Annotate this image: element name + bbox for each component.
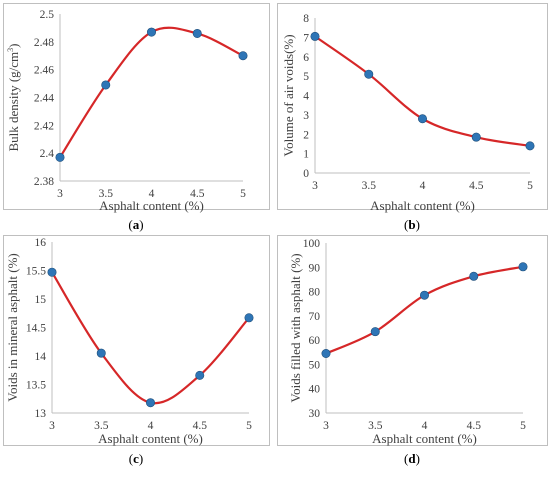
y-tick-label: 4 <box>303 91 309 103</box>
x-tick-label: 4 <box>420 180 426 192</box>
y-tick-label: 16 <box>35 237 47 249</box>
y-axis-title: Bulk density (g/cm3) <box>6 43 21 151</box>
data-point <box>310 31 320 41</box>
y-tick-label: 5 <box>303 71 309 83</box>
chart-panel-d: 30 40 50 60 70 80 90 100 3 3.5 4 4.5 5 Asphalt conten… <box>277 235 548 466</box>
y-axis-title: Voids in mineral asphalt (%) <box>5 253 20 402</box>
x-tick-label: 3 <box>49 420 55 432</box>
x-tick-label: 3.5 <box>99 188 114 200</box>
x-tick-label: 4.5 <box>193 420 208 432</box>
x-tick-label: 4.5 <box>469 180 484 192</box>
y-axis-title-end: ) <box>6 43 21 47</box>
x-tick-label: 5 <box>246 420 252 432</box>
data-point <box>419 290 429 300</box>
y-tick-label: 40 <box>309 384 321 396</box>
y-tick-label: 30 <box>309 408 321 420</box>
y-tick-label: 1 <box>303 149 309 161</box>
y-axis-title-main: Bulk density (g/cm <box>6 52 21 152</box>
chart-panel-b: 0 1 2 3 4 5 6 7 8 3 3.5 4 4.5 5 Asphalt content (%) Vol… <box>277 3 548 232</box>
data-point <box>96 348 106 358</box>
data-point <box>321 348 331 358</box>
data-point <box>192 28 202 38</box>
data-point <box>101 80 111 90</box>
data-point <box>238 51 248 61</box>
y-tick-label: 14 <box>35 351 47 363</box>
y-axis-title-sup: 3 <box>6 48 15 52</box>
x-tick-label: 3.5 <box>94 420 109 432</box>
x-axis-title: Asphalt content (%) <box>372 431 477 446</box>
y-tick-label: 70 <box>309 311 321 323</box>
y-tick-label: 2.4 <box>40 148 55 160</box>
y-tick-label: 50 <box>309 359 321 371</box>
y-tick-label: 2.46 <box>34 65 54 77</box>
y-axis-title: Voids filled with asphalt (%) <box>288 253 303 402</box>
x-tick-label: 5 <box>527 180 533 192</box>
data-point <box>364 69 374 79</box>
panel-frame <box>277 3 548 210</box>
data-point <box>244 313 254 323</box>
data-point <box>195 370 205 380</box>
y-tick-label: 90 <box>309 262 321 274</box>
y-tick-label: 13.5 <box>26 380 46 392</box>
x-axis-title: Asphalt content (%) <box>98 431 203 446</box>
chart-panel-c: 13 13.5 14 14.5 15 15.5 16 3 3.5 4 4.5 5 Asphalt con… <box>3 235 270 466</box>
y-tick-label: 2 <box>303 129 309 141</box>
data-point <box>55 152 65 162</box>
x-tick-label: 3.5 <box>368 420 383 432</box>
y-tick-label: 100 <box>303 238 321 250</box>
x-axis-title: Asphalt content (%) <box>370 198 475 213</box>
data-point <box>469 271 479 281</box>
y-tick-label: 3 <box>303 110 309 122</box>
x-tick-label: 3.5 <box>362 180 377 192</box>
data-point <box>525 141 535 151</box>
x-tick-label: 3 <box>312 180 318 192</box>
data-point <box>370 327 380 337</box>
data-point <box>47 267 57 277</box>
y-tick-label: 80 <box>309 287 321 299</box>
y-tick-label: 6 <box>303 52 309 64</box>
panel-label: (b) <box>404 217 420 232</box>
y-tick-label: 60 <box>309 335 321 347</box>
y-tick-label: 7 <box>303 32 309 44</box>
x-tick-label: 4 <box>148 420 154 432</box>
x-tick-label: 5 <box>240 188 246 200</box>
x-tick-label: 5 <box>520 420 526 432</box>
x-tick-label: 3 <box>323 420 329 432</box>
x-tick-label: 3 <box>57 188 63 200</box>
x-tick-label: 4.5 <box>190 188 205 200</box>
y-tick-label: 8 <box>303 13 309 25</box>
y-tick-label: 15.5 <box>26 266 46 278</box>
y-tick-label: 15 <box>35 294 47 306</box>
data-point <box>471 132 481 142</box>
x-axis-title: Asphalt content (%) <box>99 198 204 213</box>
panel-label: (d) <box>404 451 420 466</box>
panel-label: (c) <box>129 451 143 466</box>
y-tick-label: 2.48 <box>34 37 54 49</box>
y-tick-label: 2.42 <box>34 120 54 132</box>
y-tick-label: 2.38 <box>34 176 54 188</box>
y-tick-label: 14.5 <box>26 323 46 335</box>
data-point <box>417 114 427 124</box>
x-tick-label: 4 <box>149 188 155 200</box>
data-point <box>146 398 156 408</box>
data-point <box>147 27 157 37</box>
y-tick-label: 13 <box>35 408 47 420</box>
y-tick-label: 0 <box>303 168 309 180</box>
y-tick-label: 2.5 <box>40 9 55 21</box>
y-axis-title: Volume of air voids(%) <box>281 34 296 156</box>
panel-frame <box>3 3 270 210</box>
x-tick-label: 4 <box>422 420 428 432</box>
panel-frame <box>3 235 270 446</box>
chart-panel-a: 2.38 2.4 2.42 2.44 2.46 2.48 2.5 3 3.5 4 4.5 5 Aspha… <box>3 3 270 232</box>
x-tick-label: 4.5 <box>467 420 482 432</box>
panel-label: (a) <box>128 217 143 232</box>
y-tick-label: 2.44 <box>34 93 54 105</box>
data-point <box>518 262 528 272</box>
